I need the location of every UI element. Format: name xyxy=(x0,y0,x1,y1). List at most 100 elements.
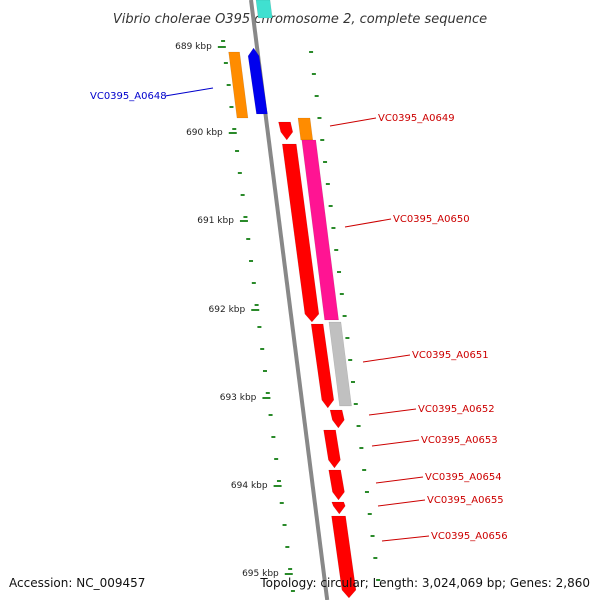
tick-mark xyxy=(257,326,262,328)
scale-tick xyxy=(251,309,260,311)
accession-label: Accession: NC_009457 xyxy=(9,576,146,590)
gene-label-vc0395_a0654: VC0395_A0654 xyxy=(425,472,502,483)
tick-mark xyxy=(364,491,369,493)
gene-leader-line xyxy=(329,117,377,127)
scale-label: 690 kbp xyxy=(186,128,223,138)
tick-mark xyxy=(279,502,284,504)
tick-mark xyxy=(262,370,267,372)
tick-mark xyxy=(265,392,270,394)
scale-tick xyxy=(262,397,271,399)
gene-leader-line xyxy=(164,87,214,97)
tick-mark xyxy=(328,205,333,207)
tick-mark xyxy=(373,557,378,559)
gene-feature-a0654 xyxy=(328,469,345,501)
tick-tracks xyxy=(221,40,381,592)
tick-mark xyxy=(342,315,347,317)
gene-feature-a0651 xyxy=(310,323,335,409)
tick-mark xyxy=(325,183,330,185)
tick-mark xyxy=(334,249,339,251)
tick-mark xyxy=(268,414,273,416)
scale-label: 691 kbp xyxy=(197,216,234,226)
scale-label: 694 kbp xyxy=(231,481,268,491)
gene-feature-a0652 xyxy=(329,409,345,429)
gene-feature-a0653 xyxy=(323,429,341,469)
tick-mark xyxy=(285,546,290,548)
gene-label-vc0395_a0652: VC0395_A0652 xyxy=(418,404,495,415)
tick-mark xyxy=(353,403,358,405)
gene-labels: VC0395_A0648 VC0395_A0649 VC0395_A0650 VC03… xyxy=(90,87,508,542)
tick-mark xyxy=(260,348,265,350)
gene-features xyxy=(228,0,357,599)
gene-feature-pink xyxy=(301,139,339,321)
summary-label: Topology: circular; Length: 3,024,069 bp… xyxy=(260,576,590,590)
tick-mark xyxy=(350,381,355,383)
gene-feature-orange xyxy=(228,51,249,119)
gene-label-vc0395_a0651: VC0395_A0651 xyxy=(412,350,489,361)
scale-label: 693 kbp xyxy=(220,393,257,403)
tick-mark xyxy=(251,282,256,284)
tick-mark xyxy=(271,436,276,438)
tick-mark xyxy=(221,40,226,42)
tick-mark xyxy=(370,535,375,537)
tick-mark xyxy=(226,84,231,86)
gene-label-vc0395_a0648: VC0395_A0648 xyxy=(90,91,167,102)
tick-mark xyxy=(243,216,248,218)
scale-tick xyxy=(284,573,293,575)
tick-mark xyxy=(348,359,353,361)
gene-leader-line xyxy=(344,218,392,228)
tick-mark xyxy=(246,238,251,240)
tick-mark xyxy=(237,172,242,174)
gene-feature-cyan xyxy=(255,0,273,19)
tick-mark xyxy=(314,95,319,97)
tick-mark xyxy=(309,51,314,53)
tick-mark xyxy=(254,304,259,306)
tick-mark xyxy=(311,73,316,75)
scale-label: 692 kbp xyxy=(209,305,246,315)
scale-tick xyxy=(273,485,282,487)
gene-leader-line xyxy=(371,439,420,447)
gene-label-vc0395_a0655: VC0395_A0655 xyxy=(427,495,504,506)
gene-feature-a0650 xyxy=(282,143,320,323)
gene-leader-line xyxy=(375,476,424,484)
map-title: Vibrio cholerae O395 chromosome 2, compl… xyxy=(113,12,487,27)
scale-tick xyxy=(239,220,248,222)
tick-mark xyxy=(345,337,350,339)
gene-label-vc0395_a0650: VC0395_A0650 xyxy=(393,214,470,225)
tick-mark xyxy=(290,590,295,592)
tick-mark xyxy=(356,425,361,427)
tick-mark xyxy=(359,447,364,449)
scale-tick xyxy=(217,46,226,48)
gene-label-vc0395_a0656: VC0395_A0656 xyxy=(431,531,508,542)
gene-feature-a0649 xyxy=(278,121,294,141)
gene-leader-line xyxy=(381,535,430,542)
tick-mark xyxy=(339,293,344,295)
gene-label-vc0395_a0653: VC0395_A0653 xyxy=(421,435,498,446)
gene-feature-a0656 xyxy=(331,515,357,599)
tick-mark xyxy=(232,128,237,130)
tick-mark xyxy=(320,139,325,141)
scale-tick xyxy=(228,132,237,134)
tick-mark xyxy=(288,568,293,570)
scale-label: 695 kbp xyxy=(242,569,279,579)
tick-mark xyxy=(223,62,228,64)
tick-mark xyxy=(331,227,336,229)
gene-feature-orange-2 xyxy=(297,117,314,141)
tick-mark xyxy=(240,194,245,196)
scale-labels: 689 kbp 690 kbp 691 kbp 692 kbp 693 kbp 694 k… xyxy=(175,42,293,579)
tick-mark xyxy=(249,260,254,262)
tick-mark xyxy=(282,524,287,526)
tick-mark xyxy=(274,458,279,460)
gene-label-vc0395_a0649: VC0395_A0649 xyxy=(378,113,455,124)
tick-mark xyxy=(323,161,328,163)
tick-mark xyxy=(367,513,372,515)
gene-feature-gray xyxy=(328,321,352,407)
tick-mark xyxy=(276,480,281,482)
tick-mark xyxy=(362,469,367,471)
gene-leader-line xyxy=(377,499,426,507)
gene-feature-a0648 xyxy=(247,47,268,115)
tick-mark xyxy=(235,150,240,152)
tick-mark xyxy=(376,579,381,581)
tick-mark xyxy=(337,271,342,273)
gene-feature-a0655 xyxy=(331,501,346,515)
